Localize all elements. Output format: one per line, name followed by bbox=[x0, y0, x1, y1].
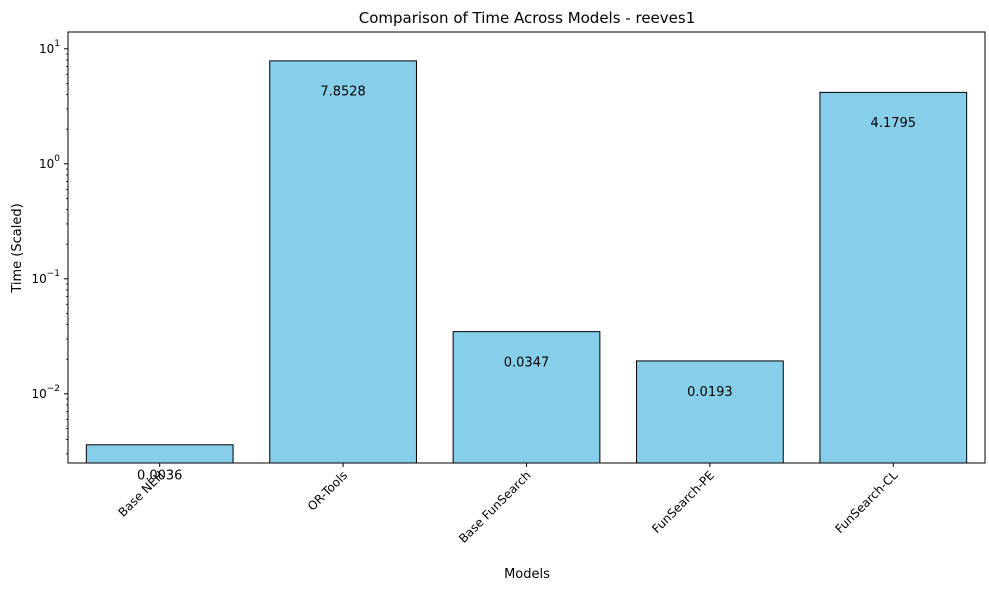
x-axis-label: Models bbox=[504, 567, 550, 582]
y-tick-label: 10−1 bbox=[31, 269, 60, 286]
y-tick-label: 100 bbox=[39, 154, 60, 171]
bar-value-label: 0.0193 bbox=[687, 385, 733, 400]
bar-value-label: 0.0347 bbox=[504, 355, 550, 370]
x-tick-label: OR-Tools bbox=[305, 468, 350, 513]
chart-title: Comparison of Time Across Models - reeve… bbox=[359, 9, 696, 27]
x-tick-label: FunSearch-PE bbox=[649, 468, 717, 536]
bar bbox=[819, 91, 968, 464]
bar bbox=[636, 360, 784, 464]
y-axis-label: Time (Scaled) bbox=[10, 203, 25, 293]
bar bbox=[269, 60, 417, 464]
x-tick-label: Base FunSearch bbox=[456, 468, 534, 546]
y-tick-label: 10−2 bbox=[31, 384, 60, 401]
bar-value-label: 7.8528 bbox=[320, 85, 366, 100]
bar bbox=[85, 444, 234, 464]
bar-value-label: 4.1795 bbox=[871, 116, 917, 131]
bar bbox=[452, 331, 601, 464]
x-tick-label: FunSearch-CL bbox=[832, 468, 900, 536]
bar-value-label: 0.0036 bbox=[137, 469, 183, 484]
plot-area: Base NEH OR-Tools Base FunSearch FunSearch-… bbox=[31, 31, 986, 546]
y-tick-label: 101 bbox=[39, 39, 60, 56]
